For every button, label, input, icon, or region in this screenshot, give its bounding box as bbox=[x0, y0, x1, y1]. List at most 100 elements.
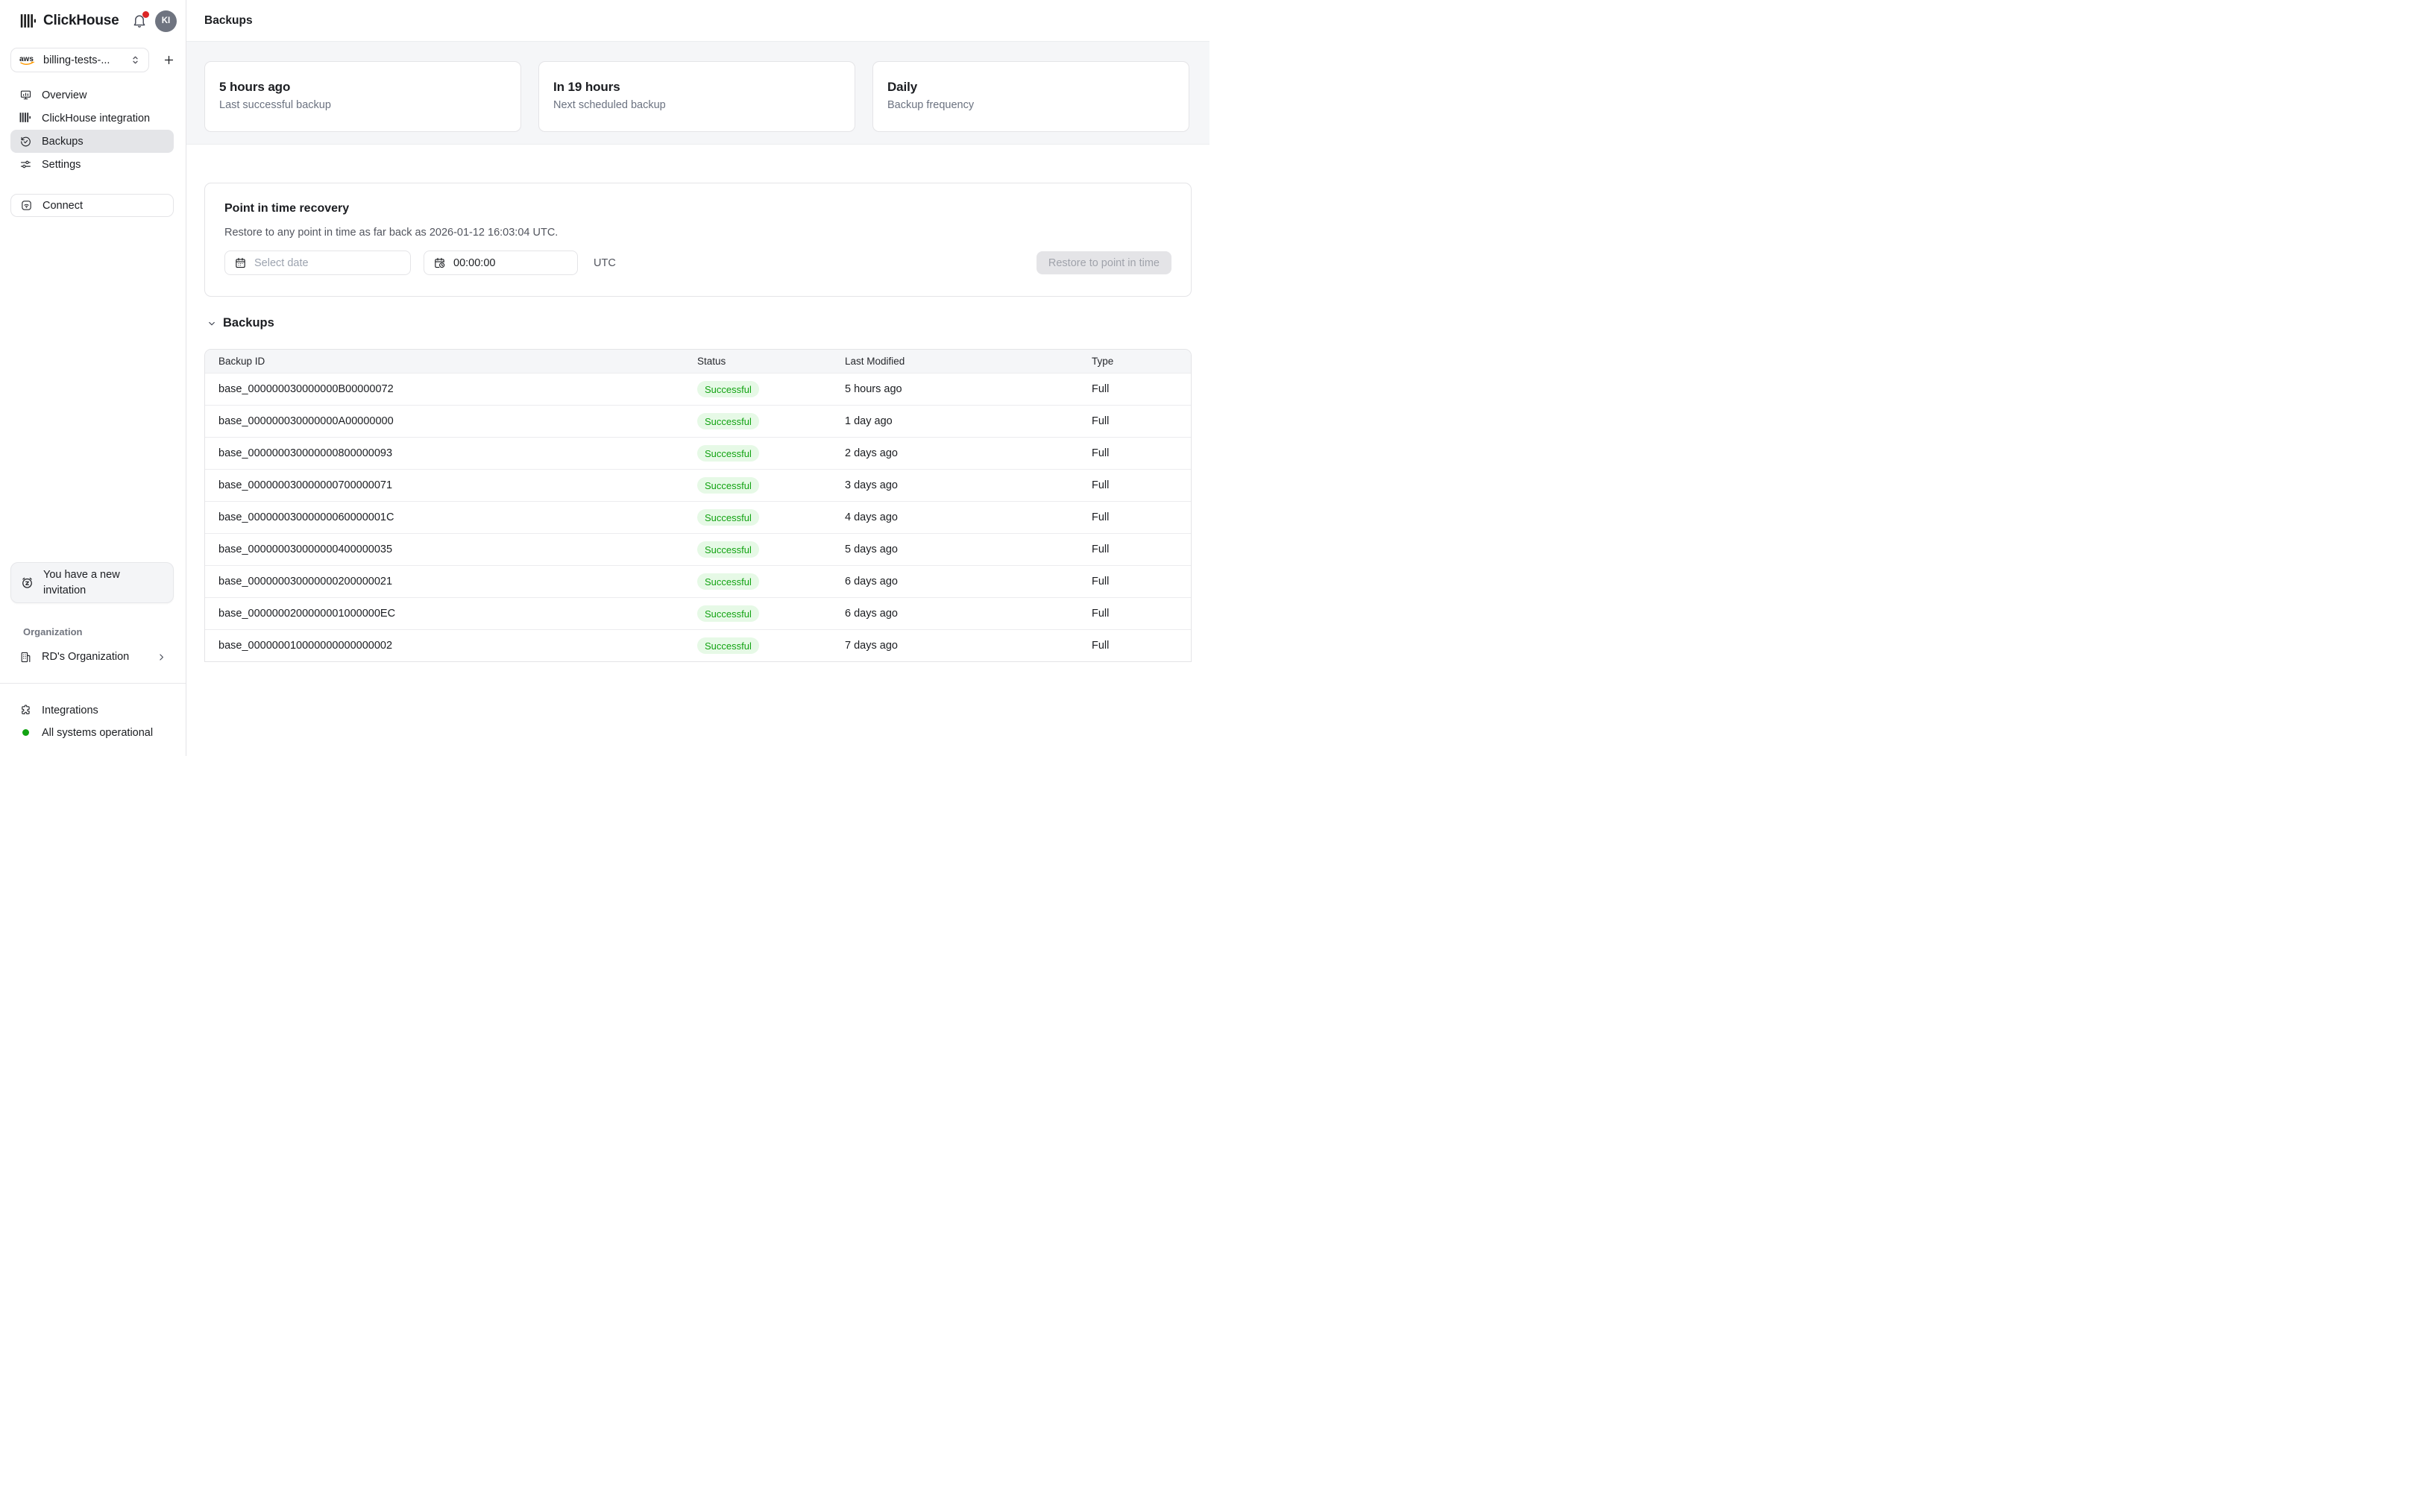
invitation-banner[interactable]: You have a new invitation bbox=[10, 562, 174, 603]
pitr-description: Restore to any point in time as far back… bbox=[224, 227, 559, 239]
table-row[interactable]: base_000000030000000400000035 Successful… bbox=[205, 533, 1191, 565]
table-row[interactable]: base_000000030000000B00000072 Successful… bbox=[205, 373, 1191, 405]
pitr-title: Point in time recovery bbox=[224, 202, 350, 215]
card-next-scheduled-backup: In 19 hours Next scheduled backup bbox=[538, 61, 855, 132]
status-cell: Successful bbox=[697, 637, 845, 654]
column-header-last-modified: Last Modified bbox=[845, 356, 905, 367]
card-last-successful-backup: 5 hours ago Last successful backup bbox=[204, 61, 521, 132]
last-modified-cell: 2 days ago bbox=[845, 447, 898, 459]
backup-id-cell: base_000000030000000800000093 bbox=[218, 447, 393, 459]
status-cell: Successful bbox=[697, 573, 845, 590]
clickhouse-bars-icon bbox=[19, 112, 32, 125]
sliders-icon bbox=[19, 158, 32, 171]
column-header-type: Type bbox=[1092, 356, 1114, 367]
organization-selector[interactable]: RD's Organization bbox=[10, 646, 174, 668]
app-logo: ClickHouse bbox=[20, 9, 178, 33]
backup-id-cell: base_000000030000000700000071 bbox=[218, 479, 393, 491]
chevron-right-icon bbox=[157, 652, 166, 662]
clickhouse-logo-icon bbox=[20, 13, 36, 28]
unfold-chevrons-icon bbox=[130, 54, 141, 66]
column-header-backup-id: Backup ID bbox=[218, 356, 265, 367]
connect-label: Connect bbox=[43, 199, 84, 212]
backups-table: Backup ID Status Last Modified Type base… bbox=[204, 349, 1192, 662]
invitation-text: You have a new invitation bbox=[43, 569, 120, 596]
svg-text:aws: aws bbox=[19, 55, 34, 63]
type-cell: Full bbox=[1092, 640, 1110, 652]
type-cell: Full bbox=[1092, 447, 1110, 459]
sidebar-item-backups[interactable]: Backups bbox=[10, 130, 174, 153]
table-header-row: Backup ID Status Last Modified Type bbox=[205, 350, 1191, 373]
bell-icon bbox=[133, 15, 145, 28]
type-cell: Full bbox=[1092, 415, 1110, 427]
type-cell: Full bbox=[1092, 544, 1110, 555]
card-subtitle: Backup frequency bbox=[887, 99, 975, 111]
status-badge: Successful bbox=[697, 445, 759, 462]
add-service-button[interactable] bbox=[161, 51, 177, 69]
integrations-label: Integrations bbox=[42, 704, 98, 716]
restore-to-point-in-time-button[interactable]: Restore to point in time bbox=[1036, 251, 1171, 274]
page-header: Backups bbox=[186, 0, 1210, 42]
sidebar-divider bbox=[0, 683, 186, 684]
sidebar-item-settings[interactable]: Settings bbox=[10, 153, 174, 176]
last-modified-cell: 3 days ago bbox=[845, 479, 898, 491]
sidebar-item-label: Overview bbox=[42, 89, 87, 101]
alarm-snooze-icon bbox=[20, 576, 34, 590]
service-selector[interactable]: aws billing-tests-... bbox=[10, 48, 149, 72]
point-in-time-recovery-panel: Point in time recovery Restore to any po… bbox=[204, 183, 1192, 297]
main-content: Backups 5 hours ago Last successful back… bbox=[186, 0, 1210, 756]
notifications-button[interactable] bbox=[131, 11, 149, 29]
backup-history-icon bbox=[19, 135, 32, 148]
sidebar-item-label: ClickHouse integration bbox=[42, 112, 151, 125]
connect-button[interactable]: Connect bbox=[10, 194, 174, 217]
calendar-icon bbox=[234, 256, 247, 269]
status-badge: Successful bbox=[697, 509, 759, 526]
time-input[interactable]: 00:00:00 bbox=[424, 251, 578, 275]
table-body: base_000000030000000B00000072 Successful… bbox=[205, 373, 1191, 661]
sidebar-item-label: Settings bbox=[42, 158, 81, 171]
status-badge: Successful bbox=[697, 381, 759, 397]
calendar-clock-icon bbox=[433, 256, 446, 269]
backup-id-cell: base_00000003000000060000001C bbox=[218, 511, 394, 523]
card-title: In 19 hours bbox=[553, 80, 620, 94]
type-cell: Full bbox=[1092, 383, 1110, 395]
avatar[interactable]: KI bbox=[155, 10, 177, 32]
sidebar-item-integrations[interactable]: Integrations bbox=[10, 699, 174, 721]
summary-cards-band: 5 hours ago Last successful backup In 19… bbox=[186, 42, 1210, 145]
sidebar-item-clickhouse-integration[interactable]: ClickHouse integration bbox=[10, 107, 174, 130]
table-row[interactable]: base_000000030000000A00000000 Successful… bbox=[205, 405, 1191, 437]
aws-icon: aws bbox=[19, 54, 36, 66]
notification-dot bbox=[142, 11, 149, 18]
last-modified-cell: 1 day ago bbox=[845, 415, 893, 427]
organization-section-label: Organization bbox=[23, 626, 83, 637]
date-placeholder: Select date bbox=[254, 256, 309, 269]
sidebar-item-overview[interactable]: Overview bbox=[10, 84, 174, 107]
status-cell: Successful bbox=[697, 445, 845, 462]
last-modified-cell: 4 days ago bbox=[845, 511, 898, 523]
status-badge: Successful bbox=[697, 605, 759, 622]
status-cell: Successful bbox=[697, 477, 845, 494]
last-modified-cell: 6 days ago bbox=[845, 608, 898, 620]
status-cell: Successful bbox=[697, 605, 845, 622]
table-row[interactable]: base_000000030000000200000021 Successful… bbox=[205, 565, 1191, 597]
building-icon bbox=[19, 651, 32, 664]
system-status-text: All systems operational bbox=[42, 726, 154, 739]
system-status-link[interactable]: All systems operational bbox=[10, 722, 174, 743]
card-backup-frequency: Daily Backup frequency bbox=[872, 61, 1189, 132]
backup-id-cell: base_000000030000000400000035 bbox=[218, 544, 393, 555]
date-picker-input[interactable]: Select date bbox=[224, 251, 411, 275]
puzzle-icon bbox=[19, 704, 32, 716]
status-badge: Successful bbox=[697, 477, 759, 494]
card-title: 5 hours ago bbox=[219, 80, 291, 94]
table-row[interactable]: base_0000000200000001000000EC Successful… bbox=[205, 597, 1191, 629]
status-badge: Successful bbox=[697, 573, 759, 590]
status-cell: Successful bbox=[697, 541, 845, 558]
table-row[interactable]: base_000000030000000800000093 Successful… bbox=[205, 437, 1191, 469]
timezone-label: UTC bbox=[594, 256, 616, 269]
backups-section-toggle[interactable]: Backups bbox=[207, 316, 274, 330]
card-subtitle: Last successful backup bbox=[219, 99, 331, 111]
table-row[interactable]: base_00000003000000060000001C Successful… bbox=[205, 501, 1191, 533]
table-row[interactable]: base_000000030000000700000071 Successful… bbox=[205, 469, 1191, 501]
table-row[interactable]: base_000000010000000000000002 Successful… bbox=[205, 629, 1191, 661]
organization-name: RD's Organization bbox=[42, 651, 130, 663]
backup-id-cell: base_0000000200000001000000EC bbox=[218, 608, 396, 620]
